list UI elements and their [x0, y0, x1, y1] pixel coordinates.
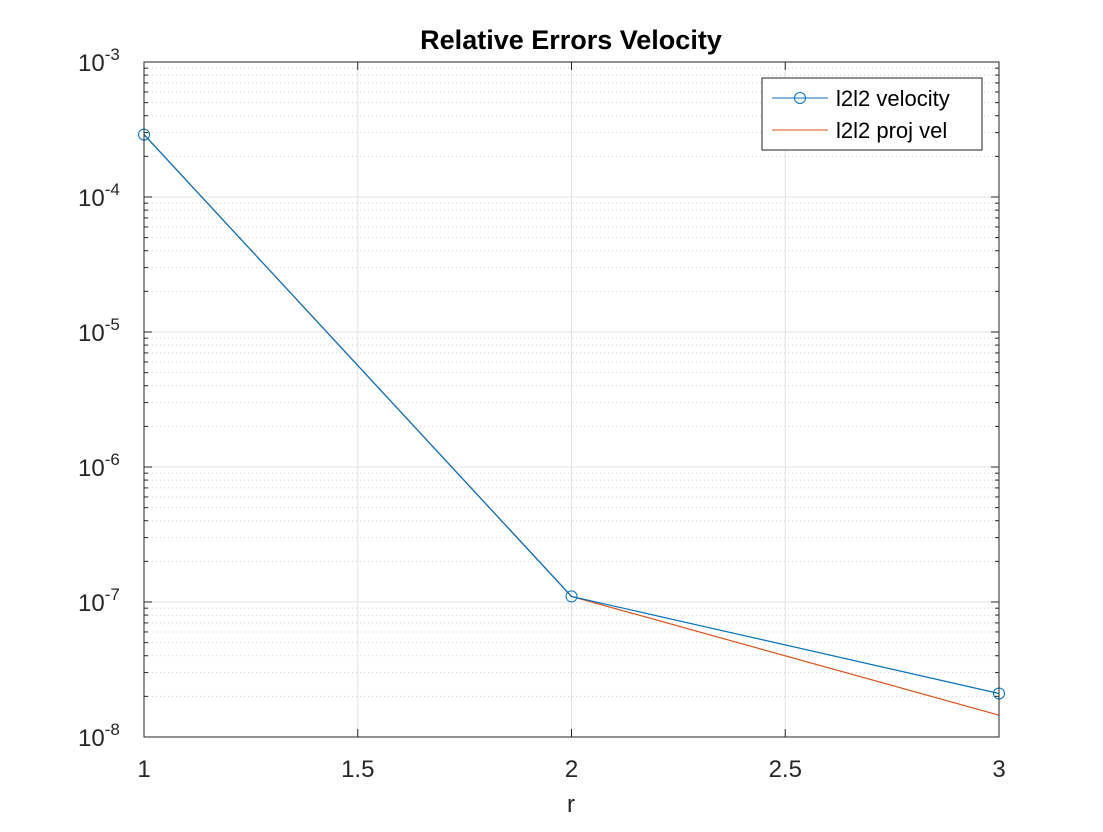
x-tick-label: 3	[992, 756, 1005, 783]
x-axis-label: r	[567, 791, 575, 818]
y-tick-label: 10-4	[78, 180, 120, 212]
y-tick-label: 10-3	[78, 45, 120, 77]
y-tick-label: 10-8	[78, 720, 120, 752]
x-tick-label: 2.5	[769, 756, 802, 783]
y-tick-label: 10-7	[78, 585, 120, 617]
y-tick-label: 10-6	[78, 450, 120, 482]
x-tick-label: 1.5	[341, 756, 374, 783]
series-line-l2l2-velocity	[143, 134, 1000, 695]
x-tick-label: 1	[137, 756, 150, 783]
y-tick-label: 10-5	[78, 315, 120, 347]
legend-marker-velocity	[794, 92, 806, 104]
legend: l2l2 velocity l2l2 proj vel	[761, 77, 983, 151]
ticks-layer: 1 1.5 2 2.5 3 10-8 10-7 10-6 10-5 10-4 10-3	[78, 45, 1006, 783]
chart-title: Relative Errors Velocity	[420, 25, 722, 55]
data-point-marker	[565, 590, 578, 603]
x-tick-label: 2	[565, 756, 578, 783]
legend-label-velocity: l2l2 velocity	[836, 86, 950, 111]
legend-label-proj-vel: l2l2 proj vel	[836, 118, 947, 143]
legend-box	[761, 77, 983, 151]
